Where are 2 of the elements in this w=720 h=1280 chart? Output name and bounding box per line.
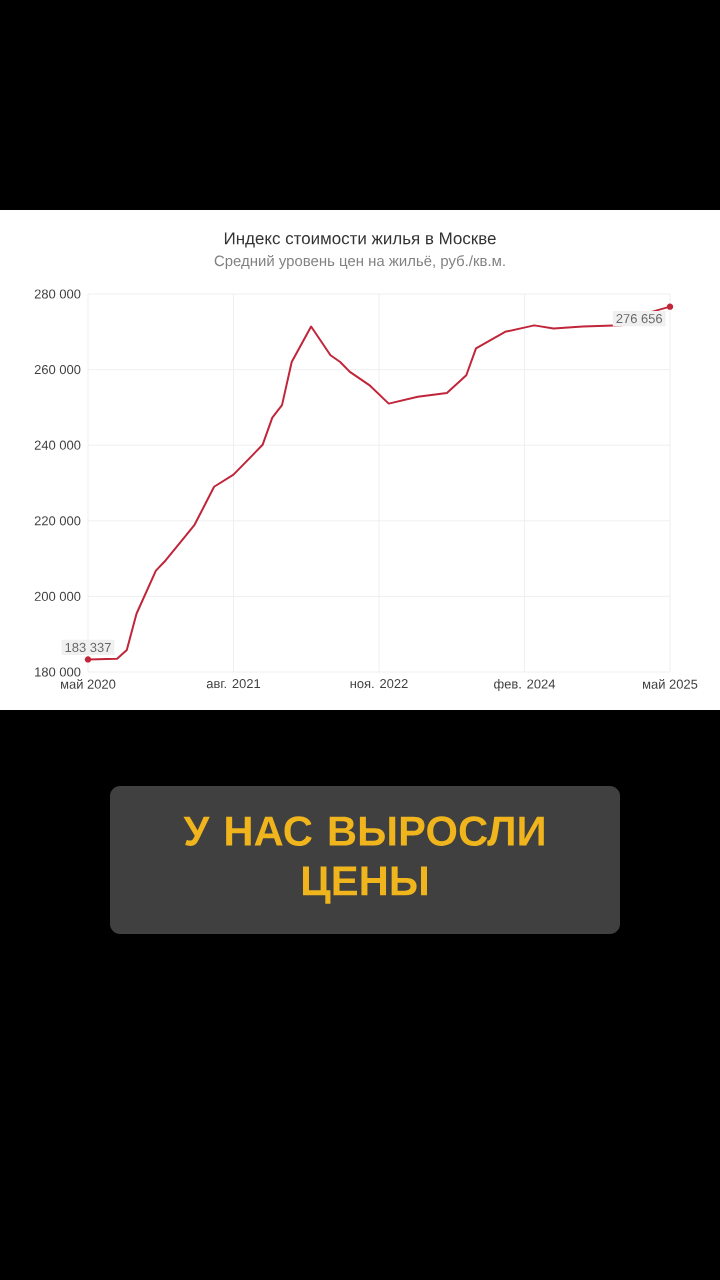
chart-title: Индекс стоимости жилья в Москве [224, 232, 496, 248]
text: У НАС ВЫРОСЛИ ЦЕНЫ [183, 816, 544, 904]
